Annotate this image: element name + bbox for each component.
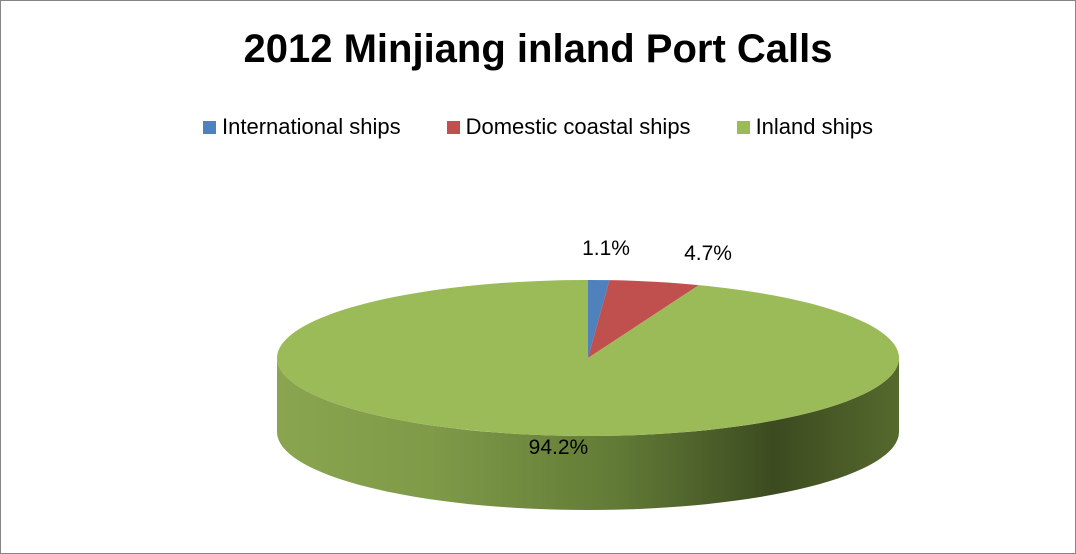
pie-slice-international xyxy=(588,280,610,358)
legend-swatch-inland xyxy=(736,120,750,134)
pie-side-wall xyxy=(277,358,899,510)
slice-label-inland: 94.2% xyxy=(529,436,589,459)
legend-item-domestic-coastal: Domestic coastal ships xyxy=(446,114,691,140)
pie-top-layer xyxy=(277,280,900,436)
legend-label-inland: Inland ships xyxy=(755,114,873,139)
pie-side-layer xyxy=(277,358,899,510)
pie-slice-domestic-coastal xyxy=(588,280,699,358)
slice-label-international: 1.1% xyxy=(582,237,630,260)
legend-swatch-international xyxy=(203,120,217,134)
pie-label-layer: 1.1% 4.7% 94.2% xyxy=(529,237,732,459)
legend-label-domestic-coastal: Domestic coastal ships xyxy=(465,114,691,139)
slice-label-domestic-coastal: 4.7% xyxy=(684,242,732,265)
chart-title: 2012 Minjiang inland Port Calls xyxy=(243,27,833,71)
legend-item-international: International ships xyxy=(203,114,401,140)
legend-swatch-domestic-coastal xyxy=(446,120,460,134)
legend-label-international: International ships xyxy=(222,114,401,139)
pie-slice-inland xyxy=(277,280,900,436)
legend-item-inland: Inland ships xyxy=(736,114,873,140)
chart-legend: International ships Domestic coastal shi… xyxy=(1,114,1075,140)
